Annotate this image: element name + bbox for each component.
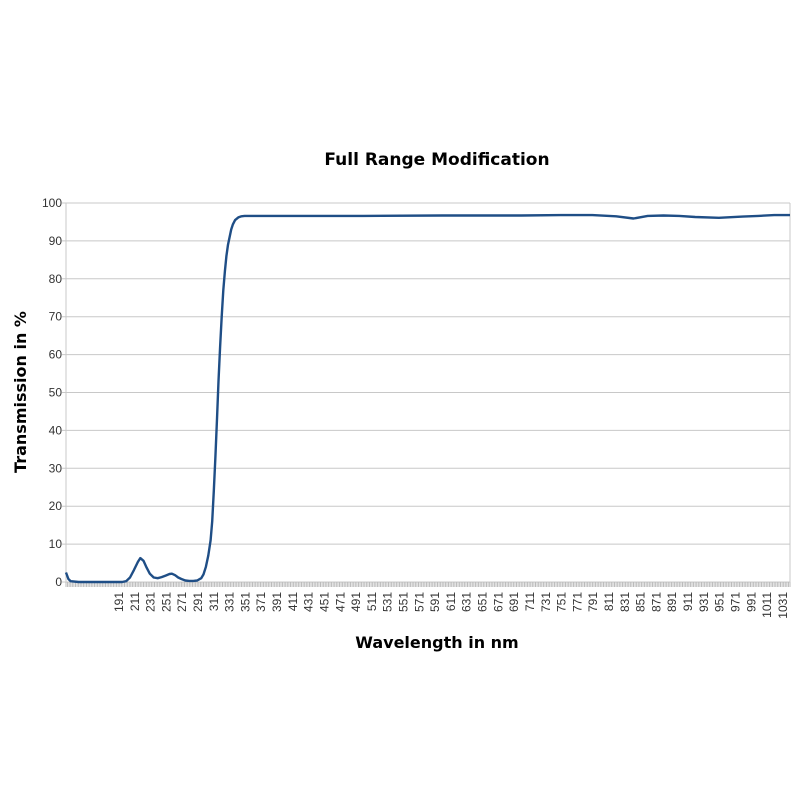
x-tick-label: 331 [223,592,237,612]
x-tick-label: 771 [570,592,584,612]
x-tick-label: 631 [460,592,474,612]
x-tick-label: 191 [112,592,126,612]
x-tick-label: 311 [207,592,221,611]
y-tick-label: 50 [49,386,63,400]
x-tick-label: 971 [728,592,742,612]
x-tick-label: 231 [144,592,158,612]
x-tick-label: 711 [523,592,537,611]
x-tick-label: 351 [238,592,252,612]
x-tick-label: 671 [491,592,505,612]
x-axis-label: Wavelength in nm [355,633,518,652]
x-tick-label: 851 [634,592,648,612]
y-tick-labels: 0 10 20 30 40 50 60 70 80 90 100 [42,196,62,589]
x-tick-label: 431 [302,592,316,612]
x-tick-label: 731 [539,592,553,612]
x-tick-label: 951 [713,592,727,612]
y-tick-label: 40 [49,423,63,437]
x-tick-label: 511 [365,592,379,611]
x-tick-label: 211 [128,592,142,611]
x-tick-label: 1031 [776,592,790,619]
x-tick-label: 371 [254,592,268,612]
series-line [64,213,790,584]
x-tick-label: 811 [602,592,616,611]
x-tick-label: 571 [412,592,426,612]
x-tick-label: 791 [586,592,600,612]
chart-title: Full Range Modification [324,150,549,170]
x-tick-label: 991 [744,592,758,612]
x-tick-labels: 191 211 231 251 271 291 311 331 351 371 391 411 431 4… [112,592,790,619]
x-tick-label: 551 [396,592,410,612]
y-tick-label: 10 [49,537,63,551]
x-tick-label: 751 [555,592,569,612]
x-tick-label: 871 [649,592,663,612]
x-tick-label: 391 [270,592,284,612]
y-axis-label: Transmission in % [11,311,30,473]
x-tick-label: 271 [175,592,189,612]
x-tick-label: 651 [476,592,490,612]
y-tick-label: 70 [49,310,63,324]
x-tick-label: 251 [159,592,173,612]
x-tick-label: 471 [333,592,347,612]
x-tick-label: 831 [618,592,632,612]
x-tick-label: 591 [428,592,442,612]
x-tick-label: 891 [665,592,679,612]
x-tick-label: 411 [286,592,300,611]
x-tick-label: 611 [444,592,458,611]
y-tick-label: 90 [49,234,63,248]
y-tick-label: 100 [42,196,62,210]
x-tick-label: 451 [317,592,331,612]
x-tick-label: 491 [349,592,363,612]
x-tick-label: 911 [681,592,695,611]
x-tick-label: 931 [697,592,711,612]
y-tick-label: 30 [49,461,63,475]
y-tick-label: 80 [49,272,63,286]
y-tick-label: 20 [49,499,63,513]
gridlines [62,202,791,583]
y-tick-label: 0 [55,575,62,589]
x-tick-label: 291 [191,592,205,612]
x-tick-label: 1011 [760,592,774,618]
x-tick-label: 531 [381,592,395,612]
x-minor-ticks [65,582,791,587]
x-tick-label: 691 [507,592,521,612]
y-tick-label: 60 [49,348,63,362]
